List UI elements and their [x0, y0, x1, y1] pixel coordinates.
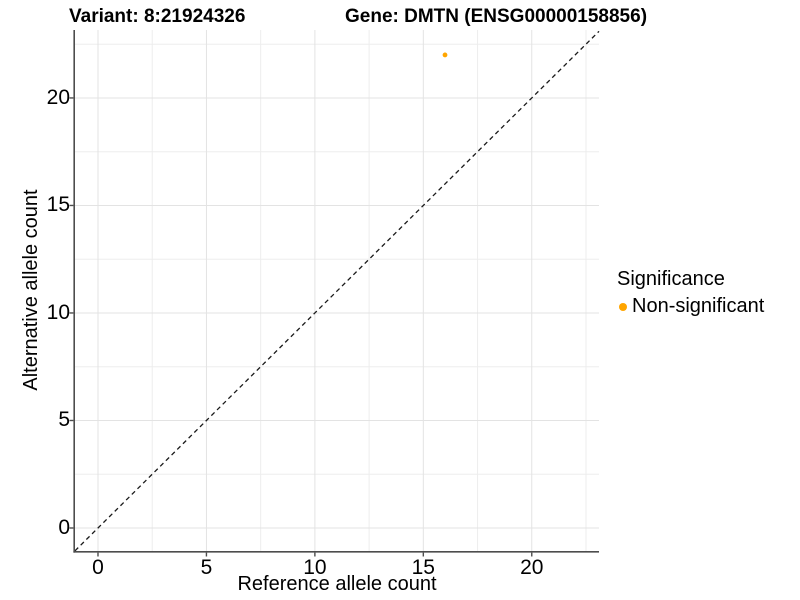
x-tick-label: 10 [303, 556, 327, 579]
x-tick-label: 15 [411, 556, 435, 579]
gene-title: Gene: DMTN (ENSG00000158856) [345, 6, 648, 27]
legend-item-label: Non-significant [632, 295, 765, 317]
variant-title: Variant: 8:21924326 [69, 6, 246, 27]
x-axis-label: Reference allele count [237, 573, 437, 595]
x-tick-label: 0 [92, 556, 104, 579]
legend: Significance Non-significant [617, 268, 764, 318]
y-tick-label: 15 [46, 193, 70, 217]
x-tick-label: 20 [520, 556, 544, 579]
legend-point-icon [619, 302, 627, 311]
y-tick-label: 10 [46, 300, 70, 324]
y-axis-label: Alternative allele count [20, 189, 42, 391]
y-tick-label: 0 [58, 515, 70, 539]
y-tick-label: 20 [46, 85, 70, 109]
y-tick-label: 5 [58, 408, 70, 432]
legend-title: Significance [617, 268, 725, 290]
identity-line [74, 30, 600, 552]
legend-item: Non-significant [617, 295, 764, 318]
x-tick-label: 5 [200, 556, 213, 579]
data-point [442, 52, 448, 58]
